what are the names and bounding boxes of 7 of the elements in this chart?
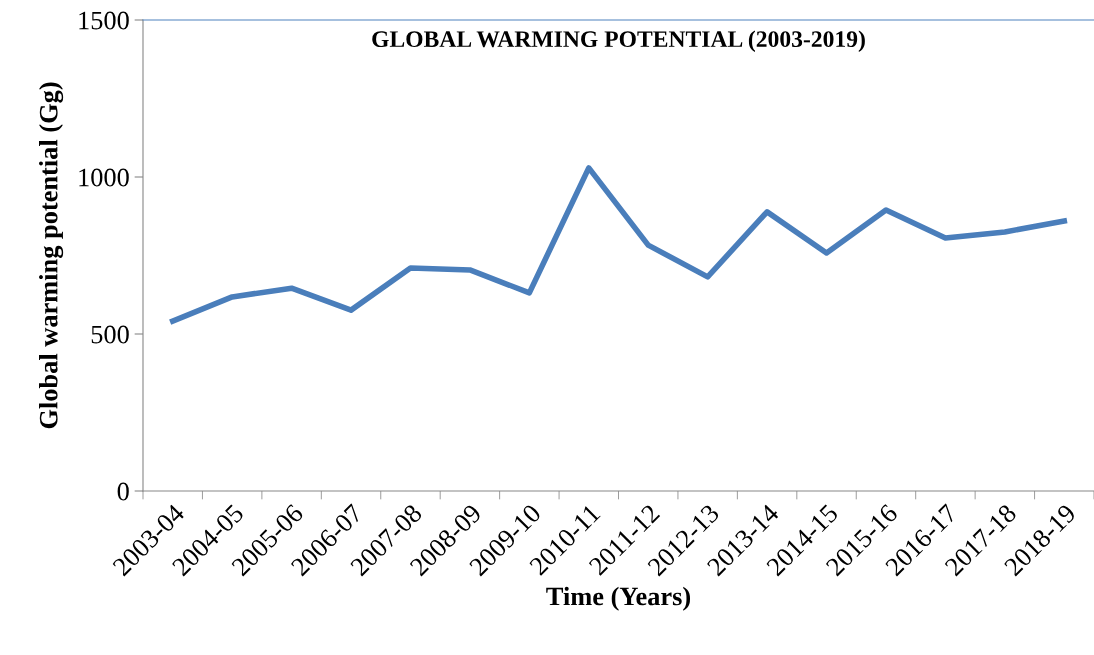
y-tick-label: 500 [91, 325, 129, 344]
y-axis-title: Global warming potential (Gg) [39, 82, 64, 429]
y-tick-label: 1500 [79, 11, 129, 30]
chart-title: GLOBAL WARMING POTENTIAL (2003-2019) [372, 30, 865, 52]
x-axis-title: Time (Years) [546, 586, 691, 611]
y-tick-label: 1000 [79, 168, 129, 187]
y-tick-label: 0 [117, 482, 129, 501]
